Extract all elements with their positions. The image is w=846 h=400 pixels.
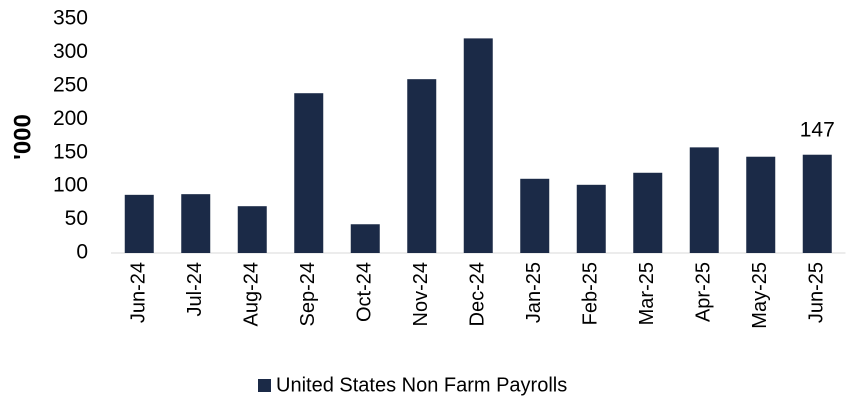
x-tick-label: Apr-25 [693,262,715,322]
bar [746,156,776,253]
x-tick-label: Jun-24 [128,262,150,323]
x-tick-label: Aug-24 [241,262,263,327]
x-tick-label: Sep-24 [297,262,319,327]
y-tick-label: 350 [53,7,88,30]
bar [689,147,719,253]
y-tick-label: 50 [65,207,88,230]
legend-label: United States Non Farm Payrolls [276,374,567,396]
data-label: 147 [800,118,835,141]
x-tick-label: Jan-25 [523,262,545,323]
y-tick-label: 100 [53,174,88,197]
bar [463,38,493,253]
bar [633,172,663,253]
y-axis-title: '000 [9,114,36,160]
x-tick-label: Feb-25 [580,262,602,325]
x-tick-label: Nov-24 [410,262,432,326]
bar [350,224,380,253]
y-tick-label: 150 [53,140,88,163]
legend-swatch [258,379,271,392]
bar [124,194,154,253]
y-tick-label: 0 [76,241,88,264]
bar [576,184,606,253]
x-tick-label: Jun-25 [806,262,828,323]
y-tick-label: 300 [53,40,88,63]
bar [520,178,550,253]
y-tick-label: 250 [53,73,88,96]
bar [237,206,267,253]
x-tick-label: Dec-24 [467,262,489,326]
y-tick-label: 200 [53,107,88,130]
bar [294,93,324,253]
x-tick-label: May-25 [749,262,771,329]
bar [407,79,437,254]
x-tick-label: Jul-24 [184,262,206,316]
bar [802,154,832,253]
bar [181,194,211,253]
x-tick-label: Oct-24 [354,262,376,322]
x-tick-label: Mar-25 [636,262,658,325]
